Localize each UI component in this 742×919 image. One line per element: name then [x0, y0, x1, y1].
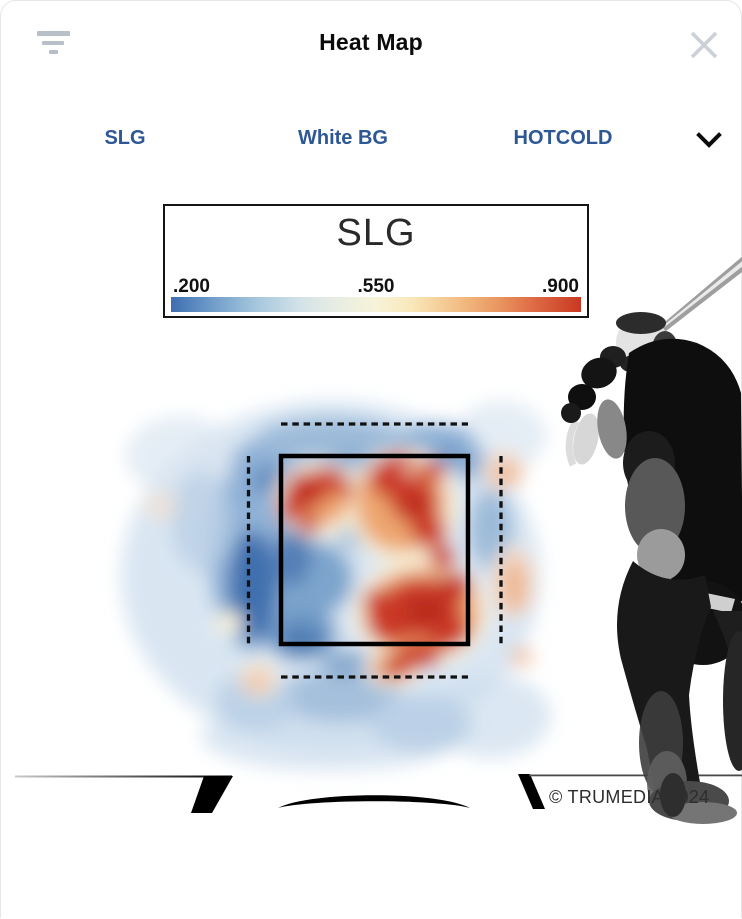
legend-min-label: .200 — [173, 276, 210, 298]
home-plate — [278, 795, 470, 808]
trumedia-watermark: © TRUMEDIA 2024 — [549, 787, 710, 808]
ground-line-left — [15, 776, 232, 778]
ground-line-right — [529, 775, 742, 777]
batters-box-line-right — [518, 774, 545, 809]
legend-title: SLG — [165, 212, 587, 255]
legend-mid-label: .550 — [358, 276, 395, 298]
color-scale-bar — [171, 297, 581, 312]
batter-silhouette — [561, 250, 742, 824]
batters-box-line-left — [191, 776, 233, 813]
legend-max-label: .900 — [542, 276, 579, 298]
legend-labels: .200 .550 .900 — [171, 276, 581, 296]
heatmap-legend: SLG .200 .550 .900 — [163, 204, 589, 318]
